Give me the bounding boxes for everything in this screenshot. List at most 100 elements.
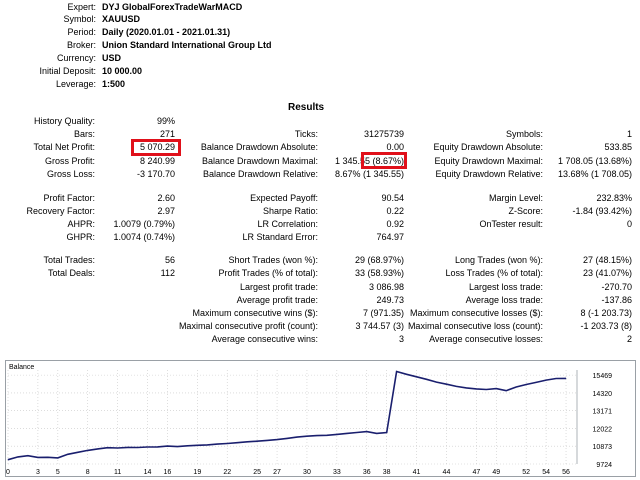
x-tick-label: 8 <box>86 469 90 476</box>
y-tick-label: 15469 <box>593 373 613 380</box>
balance-chart-svg: Balance 0 3 5 8 11 14 16 19 22 25 27 30 33 36 38 41 44 47 4… <box>6 364 613 476</box>
col3-value: 8 (-1 203.73) <box>580 308 632 318</box>
col3-label: Largest loss trade: <box>468 282 543 292</box>
balance-point <box>406 373 407 375</box>
col3-label: Equity Drawdown Relative: <box>435 169 543 179</box>
col3-label: OnTester result: <box>479 219 543 229</box>
balance-point <box>127 446 128 448</box>
col2-value: 1 345.55 (8.67%) <box>334 156 404 166</box>
balance-point <box>47 456 49 458</box>
col2-label: LR Standard Error: <box>242 232 318 242</box>
col1-value: 112 <box>160 268 175 278</box>
col2-value: 90.54 <box>381 193 404 203</box>
results-title: Results <box>288 102 325 113</box>
balance-point <box>137 447 138 448</box>
x-tick-label: 54 <box>542 469 550 476</box>
col1-value: 8 240.99 <box>139 156 175 166</box>
balance-point <box>186 445 188 447</box>
net-profit-highlight <box>131 139 181 156</box>
y-tick-label: 9724 <box>596 462 612 469</box>
header-label: Broker: <box>66 40 96 50</box>
balance-point <box>306 435 308 437</box>
balance-point <box>366 431 368 432</box>
x-tick-label: 27 <box>273 469 281 476</box>
balance-point <box>77 451 79 453</box>
col3-label: Z-Score: <box>508 206 543 216</box>
col3-label: Equity Drawdown Absolute: <box>433 142 543 152</box>
balance-point <box>117 447 119 449</box>
balance-point <box>57 457 59 459</box>
balance-point <box>436 381 437 383</box>
balance-point <box>196 444 198 446</box>
balance-point <box>167 445 168 447</box>
col2-label: Balance Drawdown Maximal: <box>201 156 318 166</box>
balance-point <box>545 379 547 381</box>
col3-value: -1.84 (93.42%) <box>572 206 632 216</box>
balance-point <box>456 385 457 387</box>
col2-label: Average profit trade: <box>236 295 318 305</box>
col3-label: Maximal consecutive loss (count): <box>407 321 543 331</box>
col1-value: 2.60 <box>157 193 175 203</box>
col3-value: 27 (48.15%) <box>582 255 632 265</box>
col1-label: Total Deals: <box>47 268 95 278</box>
balance-point <box>505 390 507 392</box>
x-tick-label: 36 <box>363 469 371 476</box>
x-tick-label: 11 <box>114 469 121 476</box>
col2-label: Expected Payoff: <box>250 193 318 203</box>
balance-point <box>426 378 427 380</box>
balance-point <box>206 444 208 446</box>
balance-point <box>416 376 417 378</box>
col2-value: 3 <box>398 334 404 344</box>
header-label: Symbol: <box>63 14 96 24</box>
col3-label: Symbols: <box>505 129 543 139</box>
balance-point <box>107 447 109 449</box>
col1-label: Gross Loss: <box>46 169 95 179</box>
col1-value: 99% <box>156 116 175 126</box>
balance-point <box>17 456 19 458</box>
balance-point <box>326 434 328 436</box>
balance-point <box>386 432 388 433</box>
x-tick-label: 52 <box>522 469 530 476</box>
header-label: Period: <box>67 27 96 37</box>
header-value: 10 000.00 <box>102 66 143 76</box>
col1-label: Total Trades: <box>43 255 95 265</box>
balance-point <box>246 441 248 443</box>
col1-label: Profit Factor: <box>43 193 95 203</box>
balance-point <box>27 455 29 457</box>
balance-chart: Balance 0 3 5 8 11 14 16 19 22 25 27 30 33 36 38 41 44 47 4… <box>5 360 636 477</box>
col3-label: Average loss trade: <box>465 295 543 305</box>
x-tick-label: 19 <box>193 469 201 476</box>
header-value: DYJ GlobalForexTradeWarMACD <box>102 2 243 12</box>
col3-value: 1 <box>626 129 632 139</box>
col2-value: 33 (58.93%) <box>354 268 404 278</box>
col2-label: Maximal consecutive profit (count): <box>178 321 318 331</box>
col2-value: 0.22 <box>386 206 404 216</box>
col3-label: Margin Level: <box>488 193 543 203</box>
header-value: Daily (2020.01.01 - 2021.01.31) <box>102 27 231 37</box>
balance-point <box>266 439 268 441</box>
balance-point <box>555 378 557 379</box>
col1-value: 5 070.29 <box>139 142 175 152</box>
header-label: Expert: <box>67 2 96 12</box>
balance-point <box>7 459 9 461</box>
balance-point <box>276 439 278 441</box>
col2-label: Ticks: <box>294 129 318 139</box>
x-tick-label: 38 <box>383 469 391 476</box>
balance-point <box>147 446 148 448</box>
balance-point <box>286 437 288 439</box>
col3-value: -137.86 <box>601 295 632 305</box>
col2-value: 0.92 <box>386 219 404 229</box>
col2-value: 31275739 <box>363 129 404 139</box>
col3-value: 1 708.05 (13.68%) <box>557 156 632 166</box>
col3-label: Average consecutive losses: <box>429 334 543 344</box>
balance-point <box>336 433 338 435</box>
col2-value: 8.67% (1 345.55) <box>334 169 404 179</box>
y-tick-label: 13171 <box>593 409 613 416</box>
col2-label: Balance Drawdown Relative: <box>202 169 318 179</box>
balance-point <box>236 442 238 444</box>
balance-point <box>515 386 517 388</box>
x-tick-label: 33 <box>333 469 341 476</box>
balance-point <box>495 388 497 389</box>
x-tick-label: 41 <box>413 469 421 476</box>
x-tick-label: 47 <box>472 469 480 476</box>
